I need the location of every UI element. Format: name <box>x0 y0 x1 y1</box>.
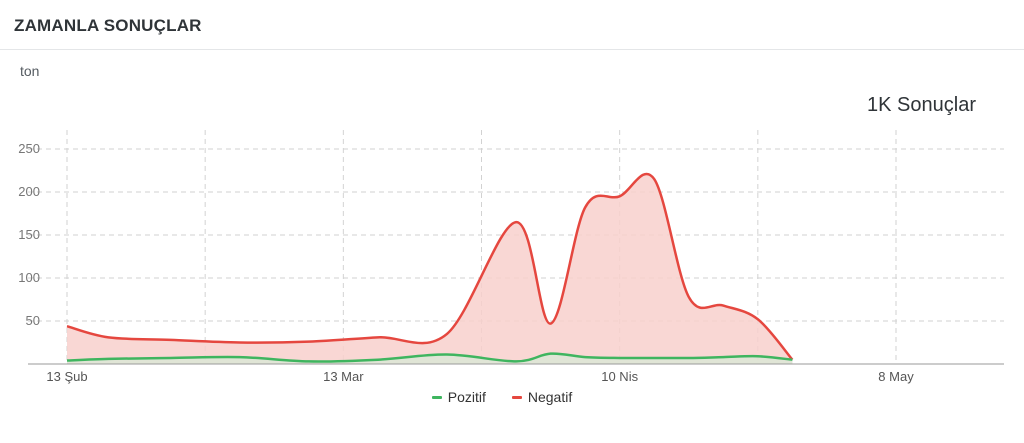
y-tick-label: 150 <box>18 227 40 242</box>
chart-legend: Pozitif Negatif <box>0 389 1004 405</box>
legend-swatch-positive <box>431 395 442 399</box>
legend-label-negative: Negatif <box>527 389 573 405</box>
negative-area <box>67 173 793 364</box>
x-tick-label: 10 Nis <box>601 369 638 384</box>
positive-area <box>67 353 793 364</box>
x-tick-label: 8 May <box>878 369 914 384</box>
x-tick-label: 13 Mar <box>323 369 364 384</box>
legend-swatch-negative <box>511 395 522 399</box>
legend-item-negative[interactable]: Negatif <box>511 389 573 405</box>
unit-label: ton <box>20 63 40 79</box>
y-tick-label: 200 <box>18 184 40 199</box>
y-tick-label: 100 <box>18 270 40 285</box>
y-tick-label: 50 <box>26 313 40 328</box>
negative-series-line <box>66 172 794 361</box>
y-tick-label: 250 <box>18 141 40 156</box>
results-summary: 1K Sonuçlar <box>867 94 976 116</box>
legend-label-positive: Pozitif <box>447 389 486 405</box>
legend-item-positive[interactable]: Pozitif <box>431 389 486 405</box>
panel-title: ZAMANLA SONUÇLAR <box>14 16 202 35</box>
positive-series-line <box>66 352 793 363</box>
x-tick-label: 13 Şub <box>46 369 87 384</box>
panel-header: ZAMANLA SONUÇLAR <box>0 0 1024 50</box>
